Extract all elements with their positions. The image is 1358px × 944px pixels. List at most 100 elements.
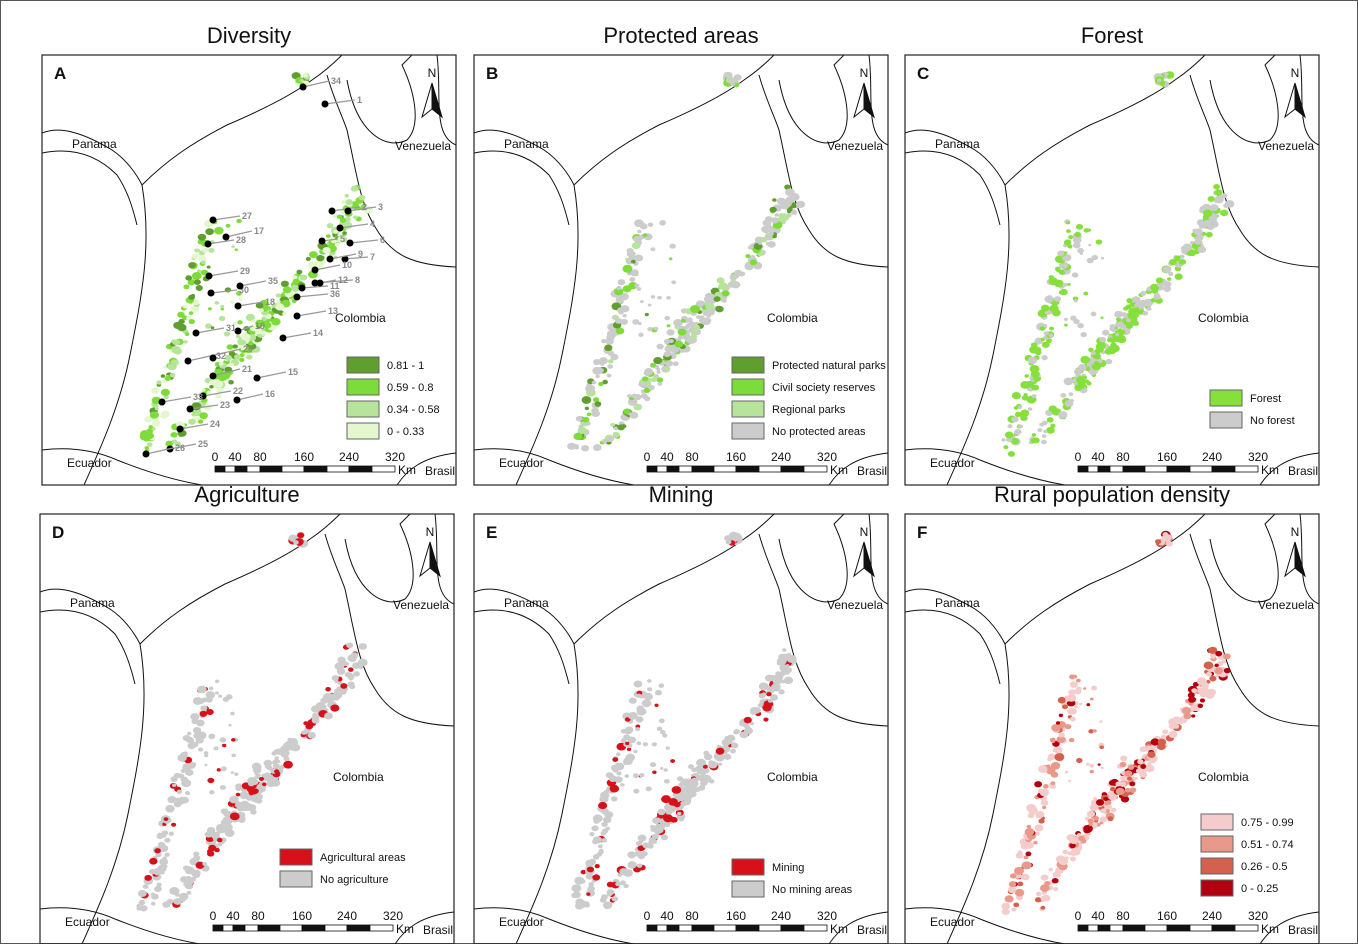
- highland-patch: [1068, 780, 1071, 782]
- site-label: 34: [331, 76, 341, 86]
- highland-patch: [1064, 318, 1068, 321]
- site-label: 5: [340, 234, 345, 244]
- highland-patch: [263, 772, 271, 779]
- highland-patch: [778, 654, 785, 660]
- highland-patch: [1091, 686, 1097, 691]
- scale-label: 320: [383, 909, 403, 923]
- scale-segment: [647, 466, 657, 472]
- highland-patch: [627, 248, 634, 254]
- highland-patch: [636, 841, 642, 846]
- highland-patch: [1083, 825, 1093, 833]
- highland-patch: [633, 773, 639, 778]
- highland-patch: [668, 798, 678, 806]
- highland-patch: [602, 380, 608, 385]
- highland-patch: [591, 410, 600, 417]
- coastline: [40, 589, 144, 944]
- highland-patch: [1050, 424, 1055, 428]
- highland-patch: [1093, 729, 1097, 732]
- highland-patch: [1070, 316, 1076, 321]
- highland-patch: [750, 259, 757, 265]
- highland-patch: [625, 742, 629, 745]
- highland-patch: [1101, 767, 1104, 769]
- highland-patch: [1096, 239, 1103, 244]
- scale-segment: [804, 925, 827, 931]
- highland-patch: [1060, 393, 1066, 398]
- highland-patch: [585, 407, 589, 410]
- legend-swatch: [732, 357, 764, 373]
- country-label: Venezuela: [827, 598, 883, 612]
- site-leader: [211, 290, 237, 293]
- highland-patch: [1164, 536, 1169, 540]
- scale-label: 240: [1202, 450, 1222, 464]
- panel-letter: F: [917, 523, 927, 542]
- highland-patch: [184, 340, 188, 343]
- legend-swatch: [732, 423, 764, 439]
- highland-patch: [185, 332, 190, 336]
- highland-patch: [759, 683, 769, 691]
- highland-patch: [351, 186, 358, 192]
- highland-patch: [1166, 541, 1173, 547]
- highland-patch: [628, 712, 638, 720]
- highland-patch: [1173, 724, 1179, 729]
- highland-patch: [1026, 825, 1031, 829]
- panel-title: Protected areas: [603, 23, 758, 48]
- highland-patch: [660, 767, 664, 770]
- highland-patch: [1077, 384, 1084, 389]
- highland-patch: [221, 808, 228, 814]
- highland-patch: [652, 742, 657, 746]
- highland-patch: [1206, 672, 1212, 677]
- highland-patch: [1011, 416, 1018, 422]
- highland-patch: [308, 732, 316, 739]
- highland-patch: [166, 806, 170, 809]
- highland-patch: [1140, 291, 1146, 296]
- highland-patch: [643, 233, 648, 237]
- panel-title: Diversity: [207, 23, 291, 48]
- highland-patch: [222, 744, 226, 747]
- highland-patch: [231, 771, 234, 774]
- highland-patch: [744, 724, 750, 729]
- highland-patch: [1028, 807, 1038, 815]
- border: [1300, 55, 1319, 145]
- highland-patch: [1114, 311, 1123, 318]
- highland-patch: [183, 284, 189, 289]
- highland-patch: [728, 741, 732, 744]
- highland-patch: [1168, 731, 1177, 738]
- country-label: Brasil: [857, 464, 887, 478]
- scale-label: 0: [212, 450, 219, 464]
- site-dot: [329, 208, 336, 215]
- scale-segment: [1098, 466, 1110, 472]
- highland-patch: [1074, 706, 1078, 709]
- highland-patch: [169, 832, 174, 836]
- highland-patch: [1003, 445, 1008, 449]
- highland-patch: [167, 796, 176, 803]
- scale-label: 40: [1091, 909, 1105, 923]
- scale-unit: Km: [1261, 922, 1279, 936]
- highland-patch: [1129, 787, 1136, 793]
- map-panel: CNPanamaVenezuelaColombiaEcuadorBrasil04…: [905, 55, 1319, 485]
- north-arrow: [854, 83, 864, 117]
- highland-patch: [1084, 379, 1089, 383]
- highland-patch: [1077, 248, 1084, 253]
- highland-patch: [215, 691, 219, 694]
- highland-patch: [1066, 221, 1070, 224]
- highland-patch: [634, 219, 644, 227]
- highland-patch: [635, 851, 643, 857]
- highland-patch: [666, 296, 671, 300]
- legend-label: Agricultural areas: [320, 852, 406, 864]
- highland-patch: [1199, 225, 1204, 229]
- scale-unit: Km: [830, 463, 848, 477]
- highland-patch: [143, 884, 149, 889]
- highland-patch: [634, 404, 642, 411]
- highland-patch: [276, 293, 281, 297]
- highland-patch: [607, 364, 613, 369]
- highland-patch: [202, 862, 207, 866]
- site-label: 24: [210, 419, 220, 429]
- highland-patch: [234, 773, 238, 776]
- gulf: [779, 55, 847, 143]
- highland-patch: [1064, 856, 1069, 860]
- highland-patch: [616, 771, 621, 775]
- border: [905, 908, 1065, 944]
- highland-patch: [1076, 376, 1086, 384]
- highland-patch: [1042, 421, 1048, 426]
- highland-patch: [1072, 675, 1077, 679]
